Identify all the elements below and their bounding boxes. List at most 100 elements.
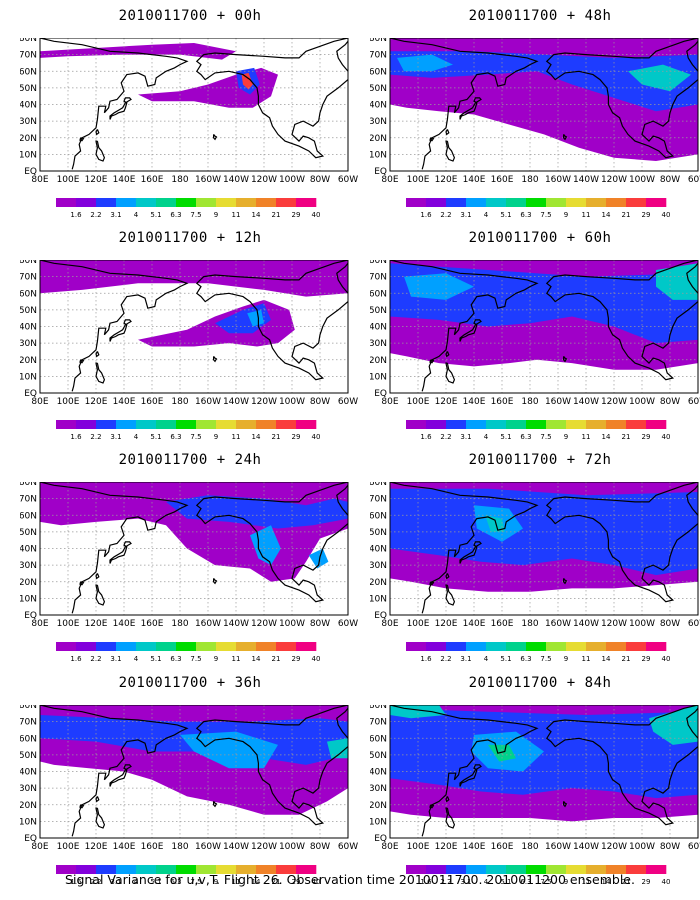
colorbar-level-label: 3.1 [110, 878, 121, 886]
colorbar-swatch [566, 420, 587, 429]
x-tick-label: 160E [141, 175, 164, 185]
colorbar-level-label: 1.6 [70, 655, 82, 663]
x-tick-label: 140W [223, 619, 249, 629]
x-tick-label: 180 [521, 175, 538, 185]
x-tick-label: 80W [660, 175, 680, 185]
x-tick-label: 140E [113, 397, 136, 407]
coastline [109, 97, 132, 120]
variance-contour [397, 54, 453, 72]
y-tick-label: 20N [370, 134, 387, 144]
map-frame [39, 260, 349, 394]
y-tick-label: 70N [20, 51, 37, 61]
x-tick-label: 80E [381, 619, 398, 629]
map-plot: 80E 100E 120E 140E 160E 180 160W 140W 120W 100W 80… [370, 260, 700, 407]
colorbar-swatch [236, 198, 257, 207]
coastline [445, 140, 456, 162]
colorbar-swatch [116, 198, 137, 207]
coastline [95, 807, 106, 829]
y-tick-label: 50N [370, 751, 387, 761]
x-tick-label: 100W [629, 397, 655, 407]
colorbar-swatch [426, 642, 447, 651]
y-tick-label: 70N [20, 718, 37, 728]
y-tick-label: 70N [370, 495, 387, 505]
variance-contour [247, 309, 264, 327]
colorbar-swatch [586, 865, 607, 874]
coastline [429, 137, 435, 142]
coastline [429, 804, 435, 809]
y-tick-label: 10N [370, 594, 387, 604]
colorbar-level-label: 14 [602, 433, 611, 441]
colorbar-swatch [76, 420, 97, 429]
colorbar-swatch [116, 420, 137, 429]
x-tick-label: 160E [141, 397, 164, 407]
colorbar-level-label: 7.5 [190, 655, 201, 663]
colorbar-swatch [256, 420, 277, 429]
coastline [686, 707, 698, 739]
colorbar-swatch [56, 865, 77, 874]
colorbar-level-label: 6.3 [170, 433, 181, 441]
coastline [213, 356, 218, 363]
coastline [40, 705, 189, 837]
x-tick-label: 80E [381, 397, 398, 407]
colorbar-swatch [486, 642, 507, 651]
colorbar-swatch [506, 198, 527, 207]
coastline [109, 541, 132, 564]
colorbar-level-label: 40 [312, 878, 321, 886]
colorbar-level-label: 40 [312, 655, 321, 663]
y-tick-label: 10N [20, 817, 37, 827]
panel-title: 2010011700 + 00h [118, 8, 262, 24]
colorbar-level-label: 6.3 [170, 211, 181, 219]
x-tick-label: 160E [491, 842, 514, 852]
colorbar-swatch [406, 642, 427, 651]
x-tick-label: 140W [223, 397, 249, 407]
colorbar-level-label: 5.1 [150, 433, 161, 441]
x-tick-label: 160E [491, 397, 514, 407]
colorbar-swatch [626, 642, 647, 651]
x-tick-label: 60W [338, 619, 358, 629]
colorbar-level-label: 3.1 [460, 211, 471, 219]
x-tick-label: 120W [251, 619, 277, 629]
x-tick-label: 100W [279, 842, 305, 852]
colorbar-level-label: 14 [602, 878, 611, 886]
colorbar-level-label: 9 [214, 433, 218, 441]
colorbar-swatch [176, 420, 197, 429]
x-tick-label: 120W [601, 842, 627, 852]
y-tick-label: 60N [20, 289, 37, 299]
y-tick-label: 50N [20, 84, 37, 94]
colorbar-level-label: 40 [662, 433, 671, 441]
colorbar-swatch [526, 642, 547, 651]
colorbar-swatch [116, 642, 137, 651]
colorbar-level-label: 3.1 [110, 433, 121, 441]
y-tick-label: EQ [374, 834, 387, 844]
y-tick-label: 40N [20, 323, 37, 333]
y-tick-label: EQ [24, 389, 37, 399]
x-tick-label: 80W [310, 175, 330, 185]
colorbar-level-label: 21 [272, 211, 281, 219]
colorbar-level-label: 4 [134, 655, 139, 663]
y-tick-label: 60N [370, 289, 387, 299]
x-tick-label: 60W [338, 175, 358, 185]
colorbar-level-label: 21 [272, 655, 281, 663]
coastline [545, 260, 698, 381]
coastline [445, 796, 450, 803]
colorbar-level-label: 3.1 [110, 655, 121, 663]
map-plot: 80E 100E 120E 140E 160E 180 160W 140W 120W 100W 80… [20, 260, 358, 407]
coastline [40, 260, 189, 392]
colorbar-swatch [406, 420, 427, 429]
y-tick-label: 80N [20, 260, 37, 266]
colorbar-level-label: 21 [622, 655, 631, 663]
coastline [445, 573, 450, 580]
x-tick-label: 80W [310, 397, 330, 407]
colorbar-level-label: 4 [134, 433, 139, 441]
x-tick-label: 140W [223, 842, 249, 852]
colorbar-swatch [646, 420, 667, 429]
x-tick-label: 140E [463, 842, 486, 852]
colorbar-level-label: 11 [582, 433, 591, 441]
colorbar-swatch [216, 198, 237, 207]
colorbar-level-label: 9 [564, 433, 568, 441]
x-tick-label: 160W [545, 619, 571, 629]
colorbar-level-label: 40 [662, 211, 671, 219]
x-tick-label: 120W [251, 842, 277, 852]
colorbar-level-label: 14 [252, 878, 261, 886]
x-tick-label: 60W [688, 842, 700, 852]
